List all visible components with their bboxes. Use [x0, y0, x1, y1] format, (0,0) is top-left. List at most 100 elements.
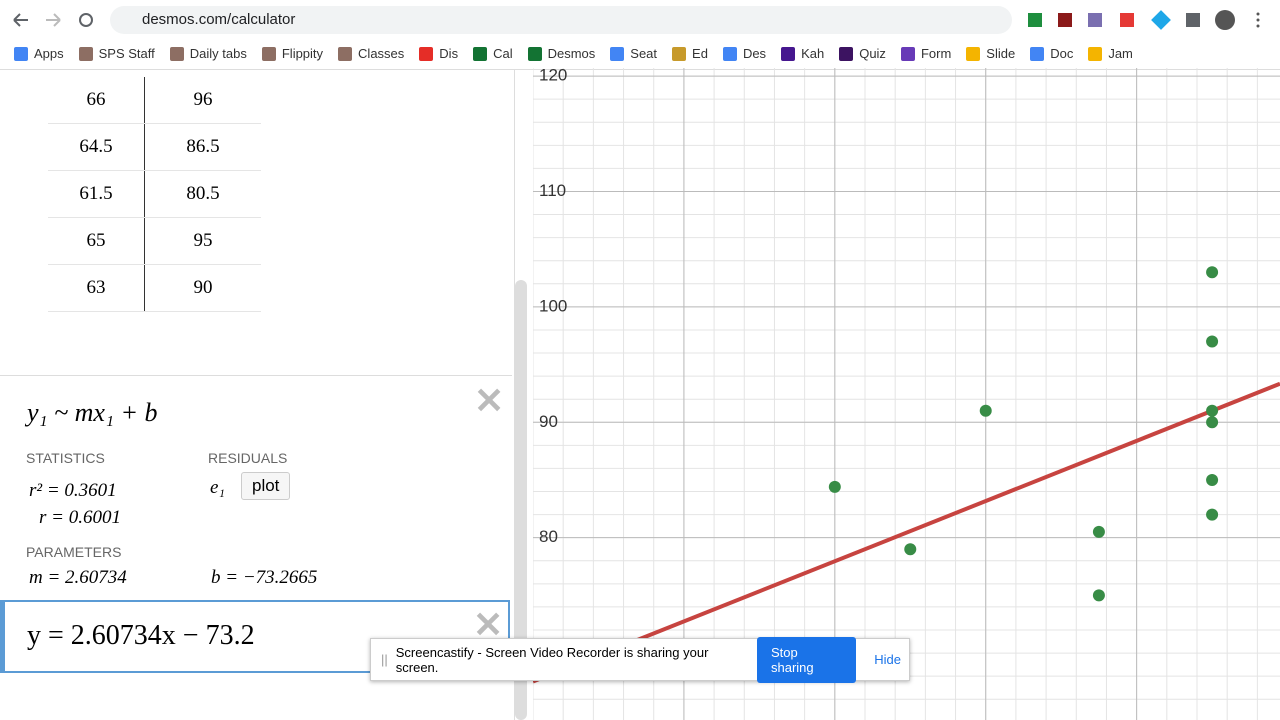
bookmark-icon: [169, 46, 184, 61]
table-cell: 96: [193, 89, 213, 110]
bookmark[interactable]: Jam: [1088, 46, 1133, 61]
bookmark-label: Flippity: [281, 46, 324, 61]
bookmark[interactable]: Ed: [672, 46, 708, 61]
bookmark[interactable]: Quiz: [839, 46, 886, 61]
table-cell: 90: [193, 277, 213, 298]
banner-text: Screencastify - Screen Video Recorder is…: [395, 644, 709, 675]
bookmark-label: Form: [920, 46, 952, 61]
bookmark-icon: [78, 46, 93, 61]
bookmark-label: Cal: [493, 46, 513, 61]
plot-button[interactable]: plot: [241, 472, 291, 500]
extensions: [1028, 10, 1260, 30]
toolbar: desmos.com/calculator: [0, 0, 1280, 38]
bookmark-icon: [900, 46, 915, 61]
residuals-label: RESIDUALS: [208, 450, 288, 466]
bookmark-icon: [610, 46, 625, 61]
bookmark-label: Kah: [801, 46, 825, 61]
bookmark[interactable]: Seat: [610, 46, 657, 61]
bookmark-label: Quiz: [859, 46, 886, 61]
table-cell: 64.5: [48, 124, 145, 170]
bookmark-icon: [338, 46, 353, 61]
statistics-label: STATISTICS: [26, 450, 105, 466]
table-row: 64.5 86.5: [48, 124, 261, 171]
data-point: [979, 404, 992, 417]
graph: 80 90 100 110 120: [533, 68, 1280, 720]
data-point: [1206, 335, 1219, 348]
table-cell: 86.5: [186, 136, 220, 157]
data-point: [1206, 404, 1219, 417]
bookmark[interactable]: Des: [722, 46, 767, 61]
residual-variable: e₁: [210, 477, 226, 498]
y-tick-label: 90: [539, 412, 558, 431]
hide-button[interactable]: Hide: [874, 652, 901, 667]
bookmark-icon: [261, 46, 276, 61]
data-point: [1206, 473, 1219, 486]
table-row: 65 95: [48, 218, 261, 265]
bookmark[interactable]: SPS Staff: [78, 46, 155, 61]
parameters-label: PARAMETERS: [26, 544, 122, 560]
bookmark-icon: [473, 46, 488, 61]
bookmark[interactable]: Doc: [1030, 46, 1073, 61]
bookmark[interactable]: Apps: [14, 46, 64, 61]
nav-buttons[interactable]: [10, 8, 100, 32]
table-cell: 61.5: [48, 171, 145, 217]
bookmark[interactable]: Slide: [966, 46, 1015, 61]
stop-sharing-button[interactable]: Stop sharing: [757, 636, 857, 683]
data-point: [1092, 525, 1105, 538]
bookmark-label: Des: [742, 46, 767, 61]
bookmark[interactable]: Daily tabs: [169, 46, 247, 61]
data-point: [904, 543, 917, 556]
bookmark-icon: [672, 46, 687, 61]
data-point: [1206, 266, 1219, 279]
bookmark-icon: [1030, 46, 1045, 61]
bookmark-label: Apps: [34, 46, 64, 61]
bookmark[interactable]: Form: [900, 46, 952, 61]
y-tick-label: 110: [539, 181, 566, 200]
share-banner: || Screencastify - Screen Video Recorder…: [370, 636, 910, 683]
bookmark[interactable]: Cal: [473, 46, 513, 61]
address-bar[interactable]: desmos.com/calculator: [110, 6, 1012, 34]
table-row: 66 96: [48, 77, 261, 124]
scrollbar[interactable]: [515, 280, 527, 720]
bookmark-label: Slide: [986, 46, 1016, 61]
parameter-m: m = 2.60734: [29, 567, 127, 588]
bookmark[interactable]: Dis: [419, 46, 458, 61]
bookmark-label: SPS Staff: [98, 46, 155, 61]
table-cell: 65: [48, 218, 145, 264]
bookmark-label: Classes: [358, 46, 405, 61]
bookmark-icon: [966, 46, 981, 61]
bookmark-label: Jam: [1108, 46, 1133, 61]
y-tick-label: 100: [539, 296, 567, 315]
bookmark-label: Doc: [1050, 46, 1074, 61]
data-point: [828, 480, 841, 493]
expression-panel: [0, 70, 527, 720]
drag-handle: ||: [381, 652, 388, 667]
regression-expression: y₁ ~ mx₁ + b: [27, 398, 158, 427]
bookmark-label: Dis: [439, 46, 459, 61]
bookmark-icon: [1088, 46, 1103, 61]
bookmark[interactable]: Classes: [338, 46, 404, 61]
y-tick-label: 80: [539, 527, 558, 546]
table-row: 61.5 80.5: [48, 171, 261, 218]
bookmark-icon: [419, 46, 434, 61]
regression-item: y₁ ~ mx₁ + b ✕ STATISTICS RESIDUALS r² =…: [0, 375, 512, 601]
data-table: 66 96 64.5 86.5 61.5 80.5 65 95 63 90: [48, 77, 261, 312]
parameter-b: b = −73.2665: [211, 567, 318, 588]
r-squared: r² = 0.3601: [29, 480, 117, 501]
regression-line: [533, 381, 1280, 684]
table-cell: 63: [48, 265, 145, 311]
bookmark[interactable]: Flippity: [261, 46, 324, 61]
bookmark-icon: [527, 46, 542, 61]
data-point: [1206, 508, 1219, 521]
bookmark[interactable]: Desmos: [527, 46, 595, 61]
delete-button[interactable]: ✕: [474, 380, 505, 421]
expression-2[interactable]: y = 2.60734x − 73.2 ✕: [0, 600, 510, 673]
table-cell: 80.5: [186, 183, 220, 204]
bookmark[interactable]: Kah: [781, 46, 824, 61]
bookmark-icon: [781, 46, 796, 61]
bookmark-label: Ed: [692, 46, 708, 61]
bookmark-icon: [14, 46, 28, 61]
bookmark-label: Daily tabs: [189, 46, 247, 61]
table-cell: 95: [193, 230, 213, 251]
table-row: 63 90: [48, 265, 261, 312]
